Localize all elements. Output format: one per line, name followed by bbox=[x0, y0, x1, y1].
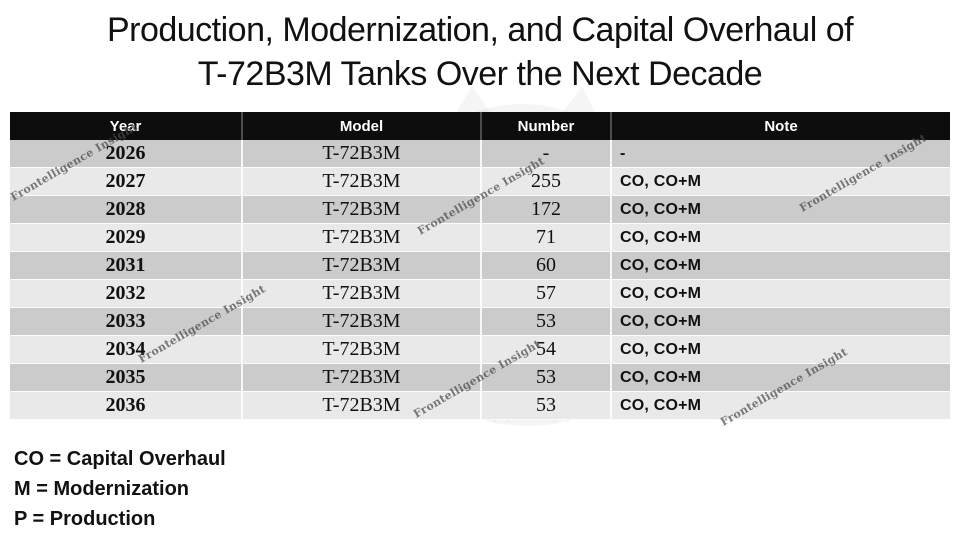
cell-model: T-72B3M bbox=[243, 308, 482, 335]
table-body: 2026 T-72B3M - - 2027 T-72B3M 255 CO, CO… bbox=[10, 140, 950, 420]
cell-note: CO, CO+M bbox=[620, 368, 702, 386]
cell-year: 2031 bbox=[10, 252, 243, 279]
cell-number: 53 bbox=[482, 364, 612, 391]
title-line-1: Production, Modernization, and Capital O… bbox=[106, 11, 854, 49]
cell-year: 2027 bbox=[10, 168, 243, 195]
cell-number: 54 bbox=[482, 336, 612, 363]
cell-number: 255 bbox=[482, 168, 612, 195]
tank-schedule-table: Year Model Number Note 2026 T-72B3M - - … bbox=[10, 112, 950, 420]
cell-year: 2036 bbox=[10, 392, 243, 419]
column-header-year: Year bbox=[10, 112, 243, 140]
cell-year: 2026 bbox=[10, 140, 243, 167]
cell-year: 2035 bbox=[10, 364, 243, 391]
table-row: 2034 T-72B3M 54 CO, CO+M bbox=[10, 336, 950, 364]
table-row: 2027 T-72B3M 255 CO, CO+M bbox=[10, 168, 950, 196]
cell-note: CO, CO+M bbox=[620, 200, 702, 218]
cell-year: 2032 bbox=[10, 280, 243, 307]
legend-co: CO = Capital Overhaul bbox=[14, 448, 226, 470]
cell-year: 2034 bbox=[10, 336, 243, 363]
legend: CO = Capital Overhaul M = Modernization … bbox=[14, 444, 226, 534]
cell-model: T-72B3M bbox=[243, 336, 482, 363]
cell-model: T-72B3M bbox=[243, 252, 482, 279]
table-row: 2033 T-72B3M 53 CO, CO+M bbox=[10, 308, 950, 336]
title-line-2: T-72B3M Tanks Over the Next Decade bbox=[197, 55, 763, 93]
cell-number: 53 bbox=[482, 308, 612, 335]
legend-m: M = Modernization bbox=[14, 478, 189, 500]
cell-number: 71 bbox=[482, 224, 612, 251]
cell-note: CO, CO+M bbox=[620, 284, 702, 302]
cell-model: T-72B3M bbox=[243, 168, 482, 195]
table-header-row: Year Model Number Note bbox=[10, 112, 950, 140]
cell-year: 2029 bbox=[10, 224, 243, 251]
cell-model: T-72B3M bbox=[243, 364, 482, 391]
cell-number: 60 bbox=[482, 252, 612, 279]
cell-number: - bbox=[482, 140, 612, 167]
table-row: 2029 T-72B3M 71 CO, CO+M bbox=[10, 224, 950, 252]
cell-model: T-72B3M bbox=[243, 196, 482, 223]
cell-year: 2028 bbox=[10, 196, 243, 223]
column-header-model: Model bbox=[243, 112, 482, 140]
cell-number: 53 bbox=[482, 392, 612, 419]
table-row: 2032 T-72B3M 57 CO, CO+M bbox=[10, 280, 950, 308]
cell-model: T-72B3M bbox=[243, 224, 482, 251]
table-row: 2031 T-72B3M 60 CO, CO+M bbox=[10, 252, 950, 280]
cell-model: T-72B3M bbox=[243, 140, 482, 167]
cell-model: T-72B3M bbox=[243, 392, 482, 419]
cell-number: 172 bbox=[482, 196, 612, 223]
table-row: 2035 T-72B3M 53 CO, CO+M bbox=[10, 364, 950, 392]
cell-note: CO, CO+M bbox=[620, 340, 702, 358]
cell-note: CO, CO+M bbox=[620, 256, 702, 274]
cell-note: - bbox=[620, 144, 626, 162]
column-header-number: Number bbox=[482, 112, 612, 140]
page-title: Production, Modernization, and Capital O… bbox=[0, 8, 960, 96]
column-header-note: Note bbox=[764, 117, 798, 135]
cell-note: CO, CO+M bbox=[620, 228, 702, 246]
cell-model: T-72B3M bbox=[243, 280, 482, 307]
cell-number: 57 bbox=[482, 280, 612, 307]
cell-note: CO, CO+M bbox=[620, 312, 702, 330]
legend-p: P = Production bbox=[14, 508, 156, 530]
cell-note: CO, CO+M bbox=[620, 396, 702, 414]
cell-year: 2033 bbox=[10, 308, 243, 335]
table-row: 2026 T-72B3M - - bbox=[10, 140, 950, 168]
table-row: 2036 T-72B3M 53 CO, CO+M bbox=[10, 392, 950, 420]
cell-note: CO, CO+M bbox=[620, 172, 702, 190]
table-row: 2028 T-72B3M 172 CO, CO+M bbox=[10, 196, 950, 224]
